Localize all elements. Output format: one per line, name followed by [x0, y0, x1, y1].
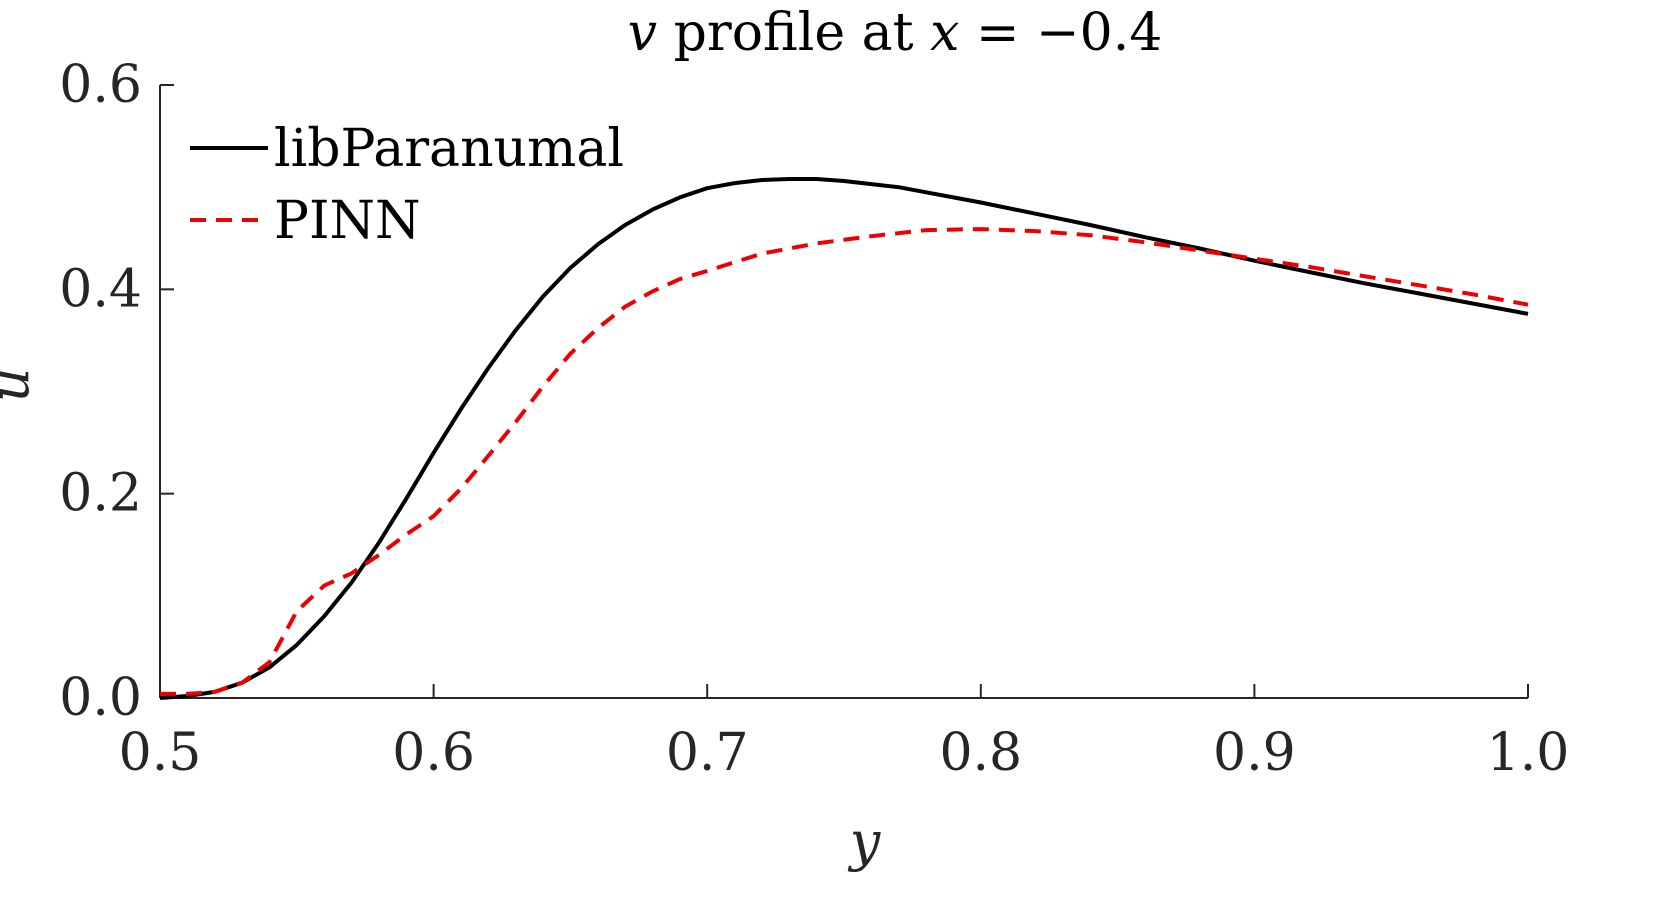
x-tick-label: 0.5	[119, 723, 202, 783]
y-tick-label: 0.4	[59, 259, 142, 319]
axes	[159, 85, 1528, 699]
x-tick-label: 0.9	[1213, 723, 1296, 783]
legend-label-libparanumal: libParanumal	[274, 119, 624, 179]
series-lines	[159, 177, 1529, 700]
legend: libParanumal PINN	[190, 119, 624, 251]
y-ticks: 0.0 0.2 0.4 0.6	[59, 55, 174, 728]
chart-title: v profile at x = −0.4	[628, 3, 1163, 63]
x-ticks: 0.5 0.6 0.7 0.8 0.9 1.0	[119, 684, 1570, 783]
title-var2: x	[930, 3, 959, 63]
title-rest: = −0.4	[959, 3, 1162, 63]
title-var: v	[628, 3, 657, 63]
title-mid: profile at	[657, 3, 930, 63]
x-tick-label: 0.6	[392, 723, 475, 783]
series-line-libparanumal	[159, 177, 1529, 700]
y-axis-label: u	[0, 368, 41, 403]
y-tick-label: 0.2	[59, 464, 142, 524]
x-axis-label: y	[848, 810, 882, 873]
x-tick-label: 1.0	[1487, 723, 1570, 783]
y-tick-label: 0.0	[59, 668, 142, 728]
x-tick-label: 0.8	[939, 723, 1022, 783]
y-tick-label: 0.6	[59, 55, 142, 115]
x-tick-label: 0.7	[666, 723, 749, 783]
series-line-pinn	[160, 227, 1529, 696]
legend-label-pinn: PINN	[274, 191, 421, 251]
